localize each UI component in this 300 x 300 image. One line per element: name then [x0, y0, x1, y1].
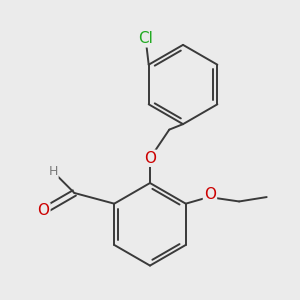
Text: Cl: Cl — [139, 31, 153, 46]
Text: O: O — [204, 188, 216, 202]
Text: O: O — [38, 203, 50, 218]
Text: H: H — [48, 165, 58, 178]
Text: O: O — [144, 151, 156, 166]
